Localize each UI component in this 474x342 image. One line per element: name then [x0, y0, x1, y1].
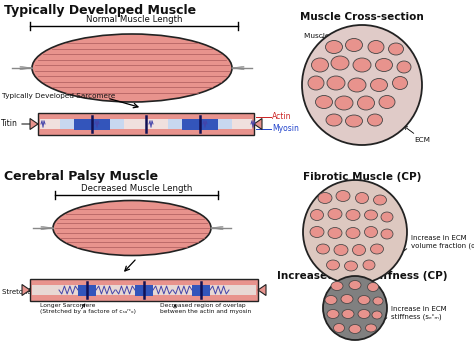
Text: Titin: Titin: [1, 119, 18, 129]
Ellipse shape: [374, 195, 386, 205]
Bar: [218, 119, 232, 129]
Ellipse shape: [334, 324, 345, 332]
Polygon shape: [30, 118, 38, 130]
Ellipse shape: [331, 281, 343, 290]
Ellipse shape: [345, 261, 357, 271]
Ellipse shape: [346, 227, 360, 238]
Ellipse shape: [341, 294, 353, 303]
Ellipse shape: [326, 114, 342, 126]
Ellipse shape: [353, 58, 371, 72]
Text: Decreased Muscle Length: Decreased Muscle Length: [81, 184, 192, 193]
Text: Increase in ECM
stiffness (sₑᶜₘ): Increase in ECM stiffness (sₑᶜₘ): [391, 306, 447, 320]
Bar: [60, 119, 74, 129]
Text: ECM: ECM: [414, 137, 430, 143]
Circle shape: [303, 180, 407, 284]
Ellipse shape: [381, 212, 393, 222]
Ellipse shape: [336, 190, 350, 201]
Ellipse shape: [379, 95, 395, 108]
Ellipse shape: [349, 325, 361, 333]
Ellipse shape: [310, 226, 324, 237]
Ellipse shape: [318, 193, 332, 203]
Ellipse shape: [327, 310, 339, 318]
Ellipse shape: [346, 210, 360, 221]
Text: Normal Muscle Length: Normal Muscle Length: [86, 15, 182, 24]
Polygon shape: [22, 285, 30, 295]
Polygon shape: [258, 285, 266, 295]
Bar: [182, 118, 218, 130]
Ellipse shape: [367, 114, 383, 126]
Ellipse shape: [342, 310, 354, 318]
Ellipse shape: [375, 58, 392, 71]
Ellipse shape: [327, 76, 345, 90]
Bar: [74, 118, 110, 130]
Ellipse shape: [372, 311, 382, 319]
Ellipse shape: [32, 34, 232, 102]
Ellipse shape: [365, 210, 377, 220]
Text: Typically Developed Muscle: Typically Developed Muscle: [4, 4, 196, 17]
Ellipse shape: [353, 245, 365, 255]
Ellipse shape: [367, 282, 379, 291]
Ellipse shape: [328, 209, 342, 220]
Ellipse shape: [308, 76, 324, 90]
Ellipse shape: [331, 56, 349, 70]
Text: Longer Sarcomere
(Stretched by a factore of cₛₐʳᶜₒ): Longer Sarcomere (Stretched by a factore…: [40, 303, 136, 314]
Ellipse shape: [311, 58, 328, 72]
Bar: [40, 119, 252, 129]
Text: Fibrotic Muscle (CP): Fibrotic Muscle (CP): [303, 172, 421, 182]
Text: Increased ECM Stiffness (CP): Increased ECM Stiffness (CP): [277, 271, 447, 281]
Bar: [110, 119, 124, 129]
Ellipse shape: [392, 77, 408, 90]
Ellipse shape: [373, 297, 383, 305]
Ellipse shape: [349, 280, 361, 289]
Bar: [38, 113, 254, 135]
Bar: [192, 285, 210, 295]
Ellipse shape: [316, 95, 332, 108]
Ellipse shape: [327, 260, 339, 270]
Text: Actin: Actin: [272, 113, 292, 121]
Ellipse shape: [328, 227, 342, 238]
Ellipse shape: [326, 40, 343, 53]
Bar: [32, 285, 256, 295]
Ellipse shape: [346, 115, 363, 127]
Ellipse shape: [368, 40, 384, 53]
Ellipse shape: [357, 96, 374, 110]
Bar: [78, 285, 96, 295]
Ellipse shape: [371, 79, 388, 92]
Bar: [168, 119, 182, 129]
Text: Typically Developed Sarcomere: Typically Developed Sarcomere: [2, 93, 115, 99]
Ellipse shape: [53, 200, 211, 255]
Ellipse shape: [397, 61, 411, 73]
Ellipse shape: [365, 324, 376, 332]
Ellipse shape: [325, 295, 337, 304]
Ellipse shape: [335, 96, 353, 110]
Bar: [135, 285, 153, 295]
Circle shape: [323, 276, 387, 340]
Ellipse shape: [365, 226, 377, 237]
Circle shape: [302, 25, 422, 145]
Ellipse shape: [358, 310, 370, 318]
Ellipse shape: [317, 244, 329, 254]
Ellipse shape: [389, 43, 403, 55]
Ellipse shape: [348, 78, 366, 92]
Ellipse shape: [371, 244, 383, 254]
Ellipse shape: [363, 260, 375, 270]
Bar: [30, 279, 258, 301]
Text: Stretched Titin: Stretched Titin: [2, 289, 54, 295]
Text: Muscle Fibre: Muscle Fibre: [304, 33, 350, 39]
Text: Cerebral Palsy Muscle: Cerebral Palsy Muscle: [4, 170, 158, 183]
Text: Myosin: Myosin: [272, 124, 299, 133]
Ellipse shape: [381, 229, 393, 239]
Ellipse shape: [310, 210, 323, 221]
Polygon shape: [254, 118, 262, 130]
Text: Decreased region of overlap
between the actin and myosin: Decreased region of overlap between the …: [160, 303, 251, 314]
Ellipse shape: [334, 245, 348, 255]
Ellipse shape: [358, 295, 370, 304]
Text: Muscle Cross-section: Muscle Cross-section: [300, 12, 424, 22]
Text: Increase in ECM
volume fraction (α): Increase in ECM volume fraction (α): [411, 235, 474, 249]
Ellipse shape: [356, 193, 368, 203]
Ellipse shape: [346, 39, 363, 52]
